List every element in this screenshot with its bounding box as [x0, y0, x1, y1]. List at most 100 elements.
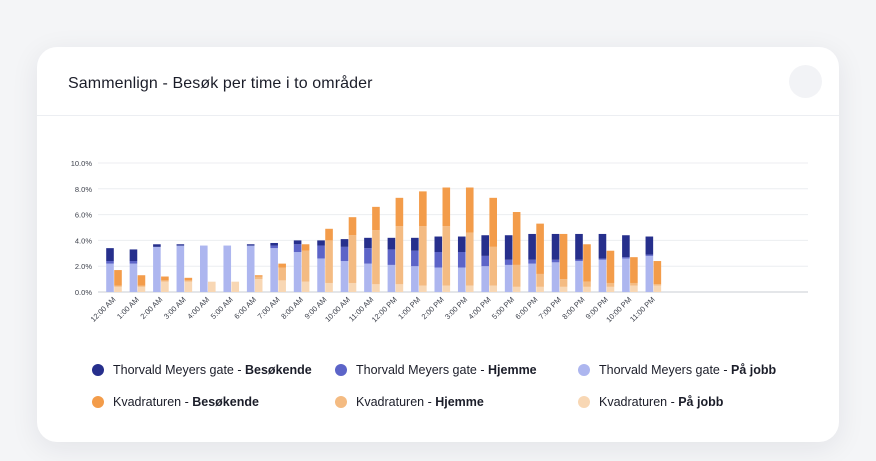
- bar-segment[interactable]: [317, 240, 325, 246]
- bar-segment[interactable]: [504, 264, 513, 292]
- bar-segment[interactable]: [129, 249, 138, 262]
- bar-segment[interactable]: [528, 233, 536, 260]
- bar-segment[interactable]: [137, 285, 146, 287]
- bar-segment[interactable]: [114, 285, 122, 287]
- bar-segment[interactable]: [364, 263, 372, 292]
- bar-segment[interactable]: [489, 197, 497, 247]
- bar-segment[interactable]: [512, 286, 521, 292]
- bar-segment[interactable]: [442, 285, 451, 292]
- bar-segment[interactable]: [293, 252, 302, 292]
- bar-segment[interactable]: [254, 276, 263, 280]
- bar-segment[interactable]: [645, 236, 654, 255]
- bar-segment[interactable]: [114, 286, 122, 292]
- bar-segment[interactable]: [364, 248, 372, 264]
- bar-segment[interactable]: [653, 261, 662, 285]
- bar-segment[interactable]: [293, 240, 302, 245]
- bar-segment[interactable]: [559, 279, 568, 287]
- bar-segment[interactable]: [457, 252, 466, 268]
- bar-segment[interactable]: [575, 261, 583, 292]
- bar-segment[interactable]: [106, 263, 114, 292]
- bar-segment[interactable]: [129, 263, 138, 292]
- bar-segment[interactable]: [270, 242, 278, 246]
- bar-segment[interactable]: [372, 284, 380, 292]
- bar-segment[interactable]: [551, 259, 560, 263]
- bar-segment[interactable]: [387, 249, 396, 265]
- bar-segment[interactable]: [301, 281, 310, 292]
- bar-segment[interactable]: [465, 187, 474, 233]
- bar-segment[interactable]: [387, 264, 396, 292]
- bar-segment[interactable]: [153, 246, 161, 292]
- bar-segment[interactable]: [278, 280, 286, 292]
- bar-segment[interactable]: [606, 250, 615, 283]
- bar-segment[interactable]: [114, 270, 122, 286]
- bar-segment[interactable]: [419, 191, 427, 227]
- bar-segment[interactable]: [419, 226, 427, 286]
- bar-segment[interactable]: [301, 250, 310, 282]
- bar-segment[interactable]: [208, 281, 216, 292]
- bar-segment[interactable]: [176, 245, 185, 292]
- bar-segment[interactable]: [231, 281, 240, 292]
- bar-segment[interactable]: [395, 197, 404, 227]
- legend-item[interactable]: Kvadraturen - På jobb: [578, 394, 723, 410]
- bar-segment[interactable]: [137, 275, 146, 286]
- bar-segment[interactable]: [325, 282, 333, 292]
- bar-segment[interactable]: [153, 244, 161, 247]
- bar-segment[interactable]: [317, 245, 325, 259]
- bar-segment[interactable]: [137, 286, 146, 292]
- bar-segment[interactable]: [395, 226, 404, 285]
- bar-segment[interactable]: [184, 280, 193, 282]
- bar-segment[interactable]: [465, 285, 474, 292]
- bar-segment[interactable]: [434, 267, 443, 292]
- bar-segment[interactable]: [442, 226, 451, 286]
- bar-segment[interactable]: [325, 240, 333, 283]
- bar-segment[interactable]: [176, 244, 185, 246]
- bar-segment[interactable]: [653, 285, 662, 292]
- bar-segment[interactable]: [559, 233, 568, 280]
- bar-segment[interactable]: [504, 259, 513, 265]
- bar-segment[interactable]: [583, 281, 591, 287]
- bar-segment[interactable]: [489, 285, 497, 292]
- legend-item[interactable]: Kvadraturen - Besøkende: [92, 394, 259, 410]
- bar-segment[interactable]: [598, 259, 607, 292]
- bar-segment[interactable]: [340, 246, 349, 262]
- bar-segment[interactable]: [457, 267, 466, 292]
- bar-segment[interactable]: [411, 250, 419, 267]
- bar-segment[interactable]: [278, 263, 286, 268]
- bar-segment[interactable]: [372, 230, 380, 285]
- bar-segment[interactable]: [512, 212, 521, 265]
- bar-segment[interactable]: [184, 277, 193, 281]
- bar-segment[interactable]: [575, 233, 583, 260]
- bar-segment[interactable]: [630, 285, 638, 292]
- bar-segment[interactable]: [419, 285, 427, 292]
- bar-segment[interactable]: [387, 237, 396, 250]
- bar-segment[interactable]: [411, 266, 419, 292]
- bar-segment[interactable]: [598, 233, 607, 259]
- bar-segment[interactable]: [106, 248, 114, 262]
- bar-segment[interactable]: [161, 281, 169, 292]
- bar-segment[interactable]: [340, 261, 349, 292]
- bar-segment[interactable]: [622, 235, 630, 258]
- bar-segment[interactable]: [278, 267, 286, 281]
- bar-segment[interactable]: [551, 262, 560, 292]
- bar-segment[interactable]: [575, 259, 583, 262]
- bar-segment[interactable]: [161, 280, 169, 282]
- bar-segment[interactable]: [536, 286, 544, 292]
- bar-segment[interactable]: [481, 255, 489, 267]
- bar-segment[interactable]: [317, 258, 325, 292]
- bar-segment[interactable]: [551, 233, 560, 260]
- bar-segment[interactable]: [254, 275, 263, 277]
- bar-segment[interactable]: [653, 284, 662, 286]
- bar-segment[interactable]: [559, 286, 568, 292]
- bar-segment[interactable]: [184, 281, 193, 292]
- legend-item[interactable]: Thorvald Meyers gate - Hjemme: [335, 362, 537, 378]
- bar-segment[interactable]: [301, 244, 310, 251]
- bar-segment[interactable]: [395, 284, 404, 292]
- bar-segment[interactable]: [489, 246, 497, 286]
- bar-segment[interactable]: [645, 254, 654, 256]
- bar-segment[interactable]: [457, 236, 466, 253]
- bar-segment[interactable]: [246, 245, 255, 292]
- bar-segment[interactable]: [200, 245, 208, 292]
- bar-segment[interactable]: [270, 248, 278, 292]
- bar-segment[interactable]: [270, 245, 278, 249]
- bar-segment[interactable]: [645, 255, 654, 292]
